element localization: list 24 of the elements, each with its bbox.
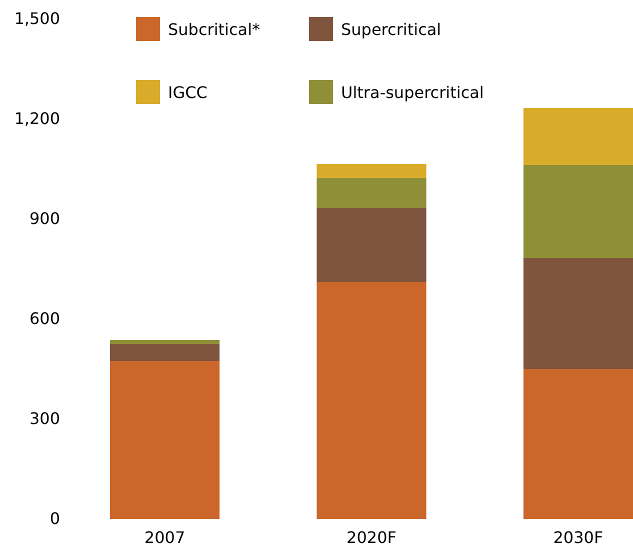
y-tick-label: 900: [29, 209, 60, 228]
bar: [316, 178, 426, 208]
bar: [110, 340, 220, 344]
bar: [523, 108, 633, 165]
bar: [110, 344, 220, 361]
y-tick-label: 1,200: [14, 109, 60, 128]
bar: [523, 369, 633, 519]
bar: [523, 258, 633, 369]
legend-label: Supercritical: [341, 20, 442, 39]
legend-label: Subcritical*: [168, 20, 260, 39]
bar: [523, 165, 633, 258]
y-tick-label: 600: [29, 309, 60, 328]
y-tick-label: 1,500: [14, 9, 60, 28]
legend-label: Ultra-supercritical: [341, 83, 484, 102]
x-tick-label: 2007: [144, 528, 186, 547]
bar: [316, 164, 426, 178]
y-tick-label: 0: [50, 509, 60, 528]
bar: [316, 282, 426, 519]
x-tick-label: 2030F: [553, 528, 604, 547]
legend-label: IGCC: [168, 83, 208, 102]
bar: [110, 361, 220, 519]
bar: [316, 208, 426, 282]
x-tick-label: 2020F: [346, 528, 396, 547]
y-tick-label: 300: [29, 409, 60, 428]
